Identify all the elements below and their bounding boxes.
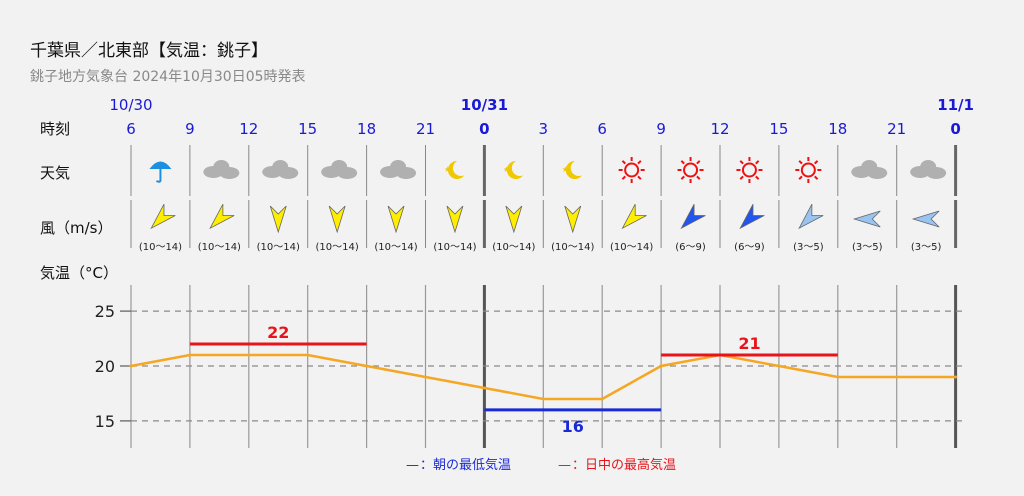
temp-row-label: 気温（°C）	[40, 264, 118, 282]
hour-label: 9	[185, 120, 195, 138]
date-label: 10/30	[109, 96, 152, 114]
wind-speed-label: (10〜14)	[492, 242, 535, 253]
rain-umbrella-icon	[149, 161, 172, 183]
wind-speed-label: (3〜5)	[793, 242, 824, 253]
hour-label: 21	[416, 120, 435, 138]
wind-speed-label: (10〜14)	[316, 242, 359, 253]
temperature-point	[541, 397, 545, 401]
moon-icon: ★	[444, 160, 469, 179]
moon-icon: ★	[503, 160, 528, 179]
page-subtitle: 銚子地方気象台 2024年10月30日05時発表	[30, 69, 306, 85]
legend-max-text: ：日中の最高気温	[572, 457, 676, 473]
wind-arrow-icon	[798, 203, 824, 230]
svg-text:★: ★	[503, 165, 510, 174]
hour-label: 0	[950, 120, 960, 138]
wind-speed-label: (10〜14)	[374, 242, 417, 253]
wind-speed-label: (10〜14)	[257, 242, 300, 253]
cloud-icon	[380, 160, 417, 179]
temperature-point	[247, 353, 251, 357]
wind-speed-label: (10〜14)	[610, 242, 653, 253]
sun-icon	[736, 157, 763, 183]
wind-arrow-icon	[852, 210, 881, 228]
temperature-point	[424, 375, 427, 379]
hour-label: 9	[656, 120, 666, 138]
hour-label: 12	[239, 120, 258, 138]
sun-icon	[677, 157, 704, 183]
cloud-icon	[321, 160, 358, 179]
temperature-point	[659, 364, 663, 368]
y-tick-label: 25	[95, 302, 115, 321]
cloud-icon	[851, 160, 888, 179]
temperature-point	[482, 386, 486, 390]
wind-speed-label: (3〜5)	[911, 242, 942, 253]
temperature-point	[188, 353, 192, 357]
hour-label: 3	[539, 120, 549, 138]
wind-speed-label: (6〜9)	[734, 242, 765, 253]
y-tick-label: 15	[95, 412, 115, 431]
hour-label: 0	[479, 120, 489, 138]
sun-icon	[618, 157, 645, 183]
y-tick-label: 20	[95, 357, 115, 376]
wind-arrow-icon	[209, 203, 235, 230]
wind-speed-label: (10〜14)	[198, 242, 241, 253]
moon-icon: ★	[562, 160, 587, 179]
temperature-point	[306, 353, 310, 357]
cloud-icon	[910, 160, 947, 179]
wind-arrow-icon	[269, 205, 287, 234]
wind-arrow-icon	[621, 203, 647, 230]
wind-arrow-icon	[387, 205, 405, 234]
legend-min-marker: —	[406, 458, 419, 473]
date-label: 10/31	[461, 96, 508, 114]
cloud-icon	[203, 160, 240, 179]
hour-label: 18	[828, 120, 847, 138]
hour-label: 18	[357, 120, 376, 138]
svg-text:★: ★	[444, 165, 451, 174]
temperature-point	[600, 397, 604, 401]
wind-arrow-icon	[911, 210, 940, 228]
temperature-point	[836, 375, 840, 379]
wind-arrow-icon	[150, 203, 176, 230]
wind-row-label: 風（m/s）	[40, 219, 112, 237]
wind-speed-label: (10〜14)	[433, 242, 476, 253]
wind-arrow-icon	[328, 205, 346, 234]
wind-speed-label: (6〜9)	[675, 242, 706, 253]
wind-arrow-icon	[680, 203, 706, 230]
hour-label: 6	[126, 120, 136, 138]
temperature-point	[129, 364, 133, 368]
hour-label: 15	[769, 120, 788, 138]
wind-speed-label: (3〜5)	[852, 242, 883, 253]
svg-text:★: ★	[562, 165, 569, 174]
temperature-point	[895, 375, 899, 379]
hour-label: 15	[298, 120, 317, 138]
wind-arrow-icon	[446, 205, 464, 234]
legend-max-marker: —	[558, 458, 571, 473]
max-temp-label: 22	[267, 323, 289, 342]
page-title: 千葉県／北東部【気温：銚子】	[30, 41, 268, 61]
sun-icon	[795, 157, 822, 183]
wind-arrow-icon	[564, 205, 582, 234]
cloud-icon	[262, 160, 299, 179]
wind-speed-label: (10〜14)	[551, 242, 594, 253]
hour-label: 6	[597, 120, 607, 138]
wind-speed-label: (10〜14)	[139, 242, 182, 253]
wind-arrow-icon	[505, 205, 523, 234]
weather-row-label: 天気	[40, 164, 70, 182]
max-temp-label: 21	[738, 334, 760, 353]
temperature-point	[777, 364, 781, 368]
wind-arrow-icon	[739, 203, 765, 230]
hour-label: 12	[710, 120, 729, 138]
time-row-label: 時刻	[40, 120, 70, 138]
date-label: 11/1	[937, 96, 974, 114]
temperature-point	[365, 364, 369, 368]
temperature-point	[954, 375, 958, 379]
min-temp-label: 16	[562, 417, 584, 436]
legend-min-text: ：朝の最低気温	[420, 457, 511, 473]
hour-label: 21	[887, 120, 906, 138]
